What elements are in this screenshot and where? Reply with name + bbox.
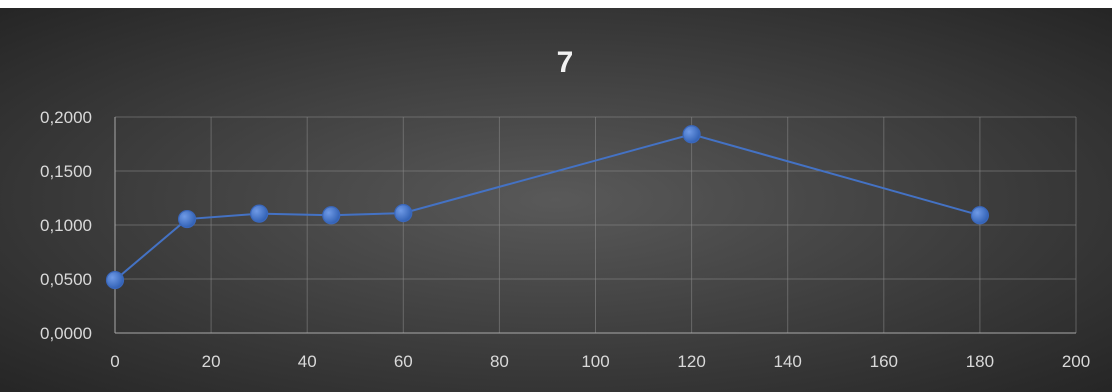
grid-lines — [115, 116, 1077, 333]
x-tick-label: 160 — [870, 352, 898, 371]
y-tick-label: 0,1000 — [40, 216, 92, 235]
x-tick-label: 180 — [966, 352, 994, 371]
x-tick-label: 80 — [490, 352, 509, 371]
axes — [114, 117, 1076, 334]
x-tick-label: 0 — [110, 352, 119, 371]
y-tick-label: 0,0500 — [40, 270, 92, 289]
data-point — [105, 270, 125, 290]
y-tick-label: 0,2000 — [40, 108, 92, 127]
x-tick-label: 200 — [1062, 352, 1090, 371]
x-tick-label: 140 — [774, 352, 802, 371]
x-tick-label: 120 — [677, 352, 705, 371]
x-tick-label: 20 — [202, 352, 221, 371]
data-point — [682, 125, 701, 144]
data-point — [394, 204, 413, 223]
y-tick-label: 0,0000 — [40, 324, 92, 343]
x-tick-label: 100 — [581, 352, 609, 371]
data-point — [970, 206, 990, 225]
data-point — [250, 204, 269, 223]
data-point — [322, 206, 341, 225]
x-tick-label: 40 — [298, 352, 317, 371]
chart-title: 7 — [557, 46, 574, 79]
y-tick-label: 0,1500 — [40, 162, 92, 181]
x-tick-label: 60 — [394, 352, 413, 371]
data-point — [177, 209, 197, 229]
data-series — [105, 125, 990, 290]
tick-labels: 0 20 40 60 80 100 120 140 160 180 200 0,0000 0,0500 0… — [40, 108, 1090, 371]
